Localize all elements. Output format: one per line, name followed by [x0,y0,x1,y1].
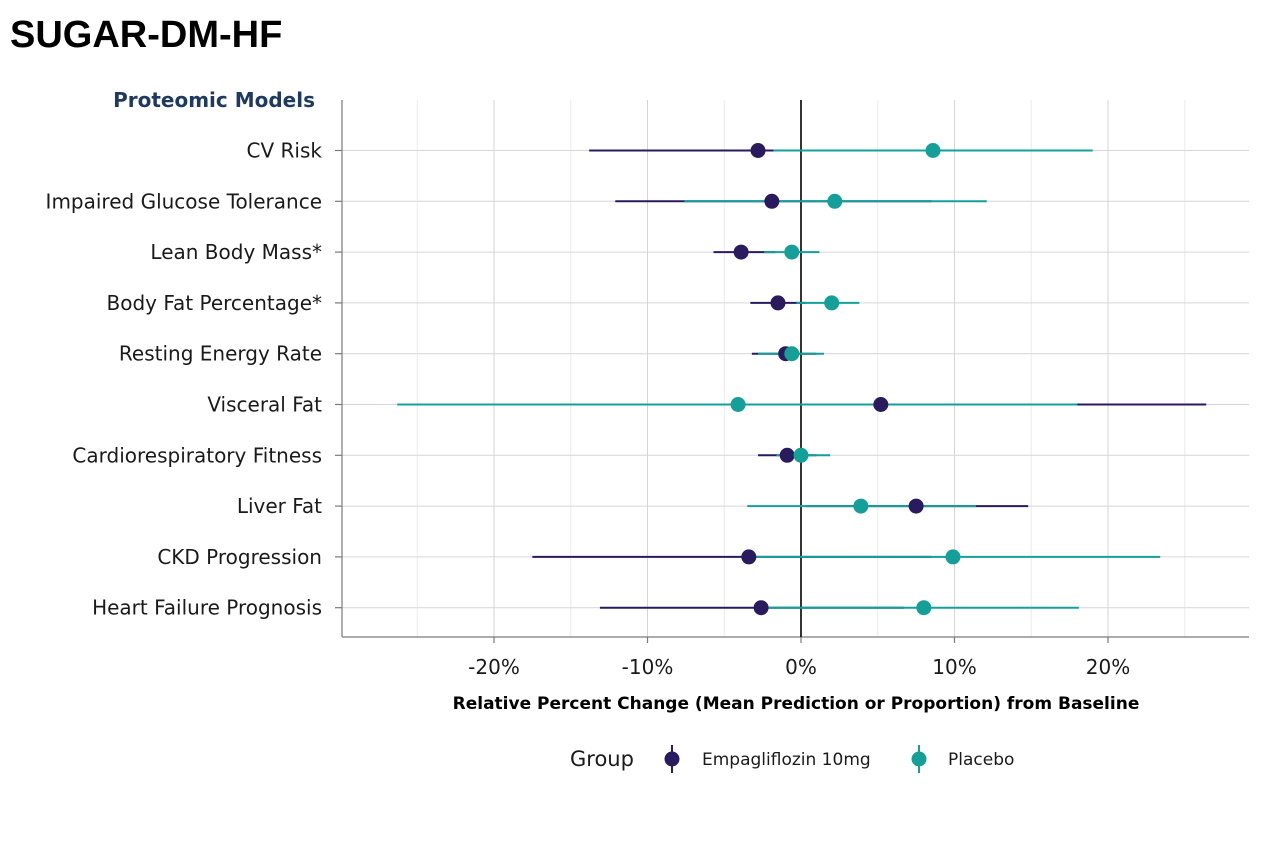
panel-title: Proteomic Models [113,88,315,112]
placebo-point [853,498,869,514]
placebo-point [784,244,800,260]
empagliflozin-point [750,143,766,158]
x-tick-label: 10% [932,655,976,679]
legend-title: Group [570,747,634,771]
plot-panel-background [342,100,1249,637]
category-label: Cardiorespiratory Fitness [72,443,322,467]
legend-key-placebo-point [911,751,927,767]
points [730,143,961,616]
category-label: CKD Progression [157,545,322,569]
legend-label-placebo: Placebo [948,750,1014,770]
legend-key-empagliflozin-point [664,751,680,767]
empagliflozin-point [764,193,780,209]
category-label: Liver Fat [237,494,322,518]
x-tick-label: 0% [785,655,817,679]
placebo-point [793,447,809,463]
empagliflozin-point [741,549,757,565]
page-title: SUGAR-DM-HF [10,14,283,56]
placebo-point [827,193,843,209]
placebo-point [824,295,840,311]
placebo-point [730,397,746,412]
x-tick-label: 20% [1086,655,1130,679]
placebo-point [945,549,961,565]
x-tick-label: -10% [622,655,674,679]
x-axis-title: Relative Percent Change (Mean Prediction… [453,694,1140,714]
empagliflozin-point [733,244,749,260]
category-labels: CV Risk Impaired Glucose Tolerance Lean Bo… [46,139,323,620]
empagliflozin-point [770,295,786,311]
placebo-point [916,600,932,616]
placebo-point [784,346,800,362]
axes [335,100,1249,643]
placebo-point [925,143,941,158]
category-label: Heart Failure Prognosis [92,596,322,620]
legend-label-empagliflozin: Empagliflozin 10mg [702,750,871,770]
category-label: Resting Energy Rate [119,342,322,366]
category-label: CV Risk [247,139,323,163]
category-label: Impaired Glucose Tolerance [46,189,322,213]
empagliflozin-point [908,498,924,514]
empagliflozin-point [779,447,795,463]
category-label: Body Fat Percentage* [107,291,322,315]
category-label: Visceral Fat [207,393,322,417]
legend: Group Empagliflozin 10mg Placebo [570,745,1014,773]
empagliflozin-point [753,600,769,616]
x-tick-label: -20% [468,655,520,679]
empagliflozin-point [873,397,889,412]
x-tick-labels: -20% -10% 0% 10% 20% [468,655,1130,679]
category-label: Lean Body Mass* [150,240,322,264]
